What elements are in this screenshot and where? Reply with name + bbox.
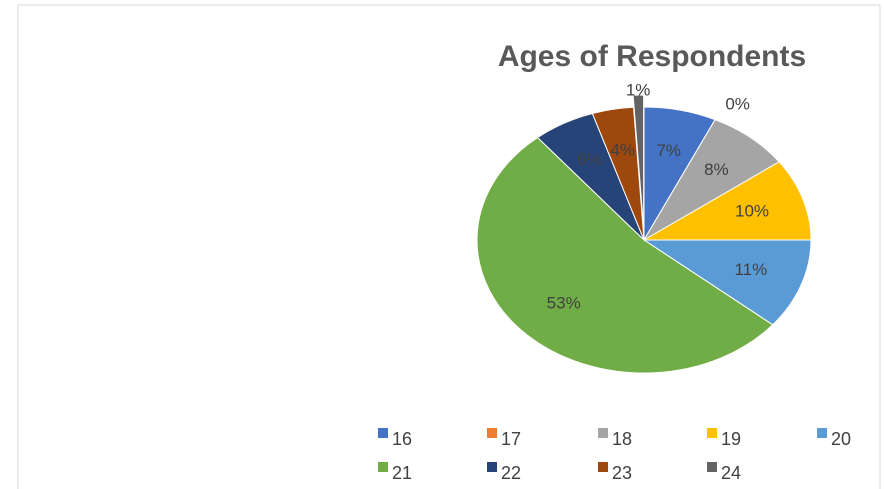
legend-label: 16: [392, 429, 412, 449]
data-label: 53%: [547, 293, 581, 312]
pie-slice: [642, 239, 812, 326]
legend-swatch: [707, 428, 717, 438]
data-label: 11%: [734, 260, 767, 279]
pie-slice: [642, 161, 812, 241]
legend-swatch: [707, 462, 717, 472]
legend-label: 22: [501, 463, 521, 483]
legend-swatch: [487, 428, 497, 438]
legend-swatch: [378, 428, 388, 438]
chart-title: Ages of Respondents: [498, 40, 806, 73]
data-label: 4%: [610, 141, 635, 160]
legend-swatch: [598, 462, 608, 472]
legend-swatch: [817, 428, 827, 438]
legend-swatch: [598, 428, 608, 438]
data-label: 10%: [735, 202, 769, 221]
legend-swatch: [378, 462, 388, 472]
data-label: 1%: [626, 81, 651, 100]
legend-label: 23: [612, 463, 632, 483]
data-label: 6%: [577, 150, 602, 169]
pie-slice: [591, 106, 645, 241]
data-label: 7%: [656, 141, 681, 160]
legend-label: 21: [392, 463, 412, 483]
data-label: 0%: [725, 95, 750, 114]
legend-label: 18: [612, 429, 632, 449]
pie-slice: [476, 136, 774, 374]
legend-label: 19: [721, 429, 741, 449]
legend-label: 20: [831, 429, 851, 449]
legend-label: 24: [721, 463, 741, 483]
pie-slice: [632, 94, 645, 229]
legend-label: 17: [501, 429, 521, 449]
legend-swatch: [487, 462, 497, 472]
data-label: 8%: [704, 160, 729, 179]
